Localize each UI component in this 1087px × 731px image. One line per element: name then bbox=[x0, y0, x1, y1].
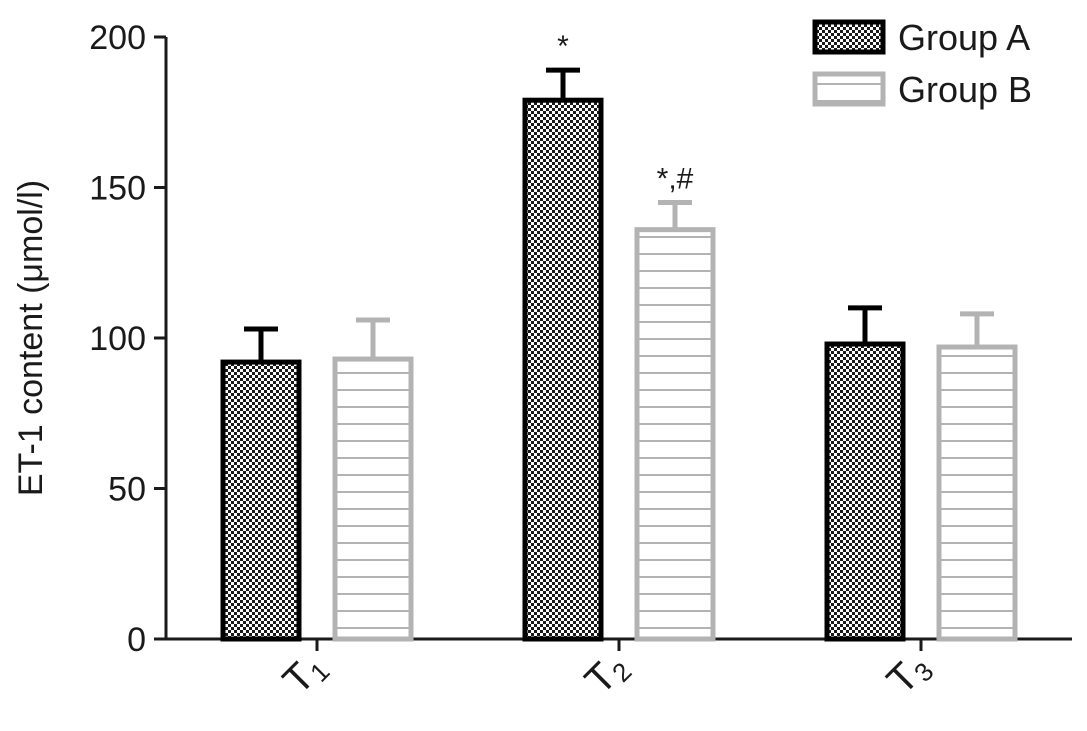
legend-swatch bbox=[812, 19, 886, 55]
bar bbox=[824, 341, 906, 642]
category-labels: T1 T2 T3 bbox=[275, 644, 940, 705]
bar bbox=[220, 359, 302, 642]
bar bbox=[522, 97, 604, 642]
axes: 0 50 100 150 200 bbox=[89, 19, 1072, 659]
significance-label: *,# bbox=[657, 163, 694, 196]
y-tick-label: 50 bbox=[108, 471, 146, 509]
legend-label: Group B bbox=[898, 69, 1032, 110]
bar bbox=[634, 227, 716, 642]
y-tick-label: 0 bbox=[127, 621, 146, 659]
legend-label: Group A bbox=[898, 17, 1030, 58]
y-tick-label: 200 bbox=[89, 19, 146, 57]
x-tick-label-text: T1 bbox=[275, 644, 336, 705]
y-axis-title: ET-1 content (μmol/l) bbox=[12, 180, 50, 496]
bar bbox=[332, 356, 414, 642]
significance-label: * bbox=[557, 30, 569, 63]
x-tick-label: T2 bbox=[577, 644, 638, 705]
y-tick-label: 150 bbox=[89, 170, 146, 208]
bars-group: * *,# bbox=[220, 30, 1018, 642]
x-tick-label: T1 bbox=[275, 644, 336, 705]
x-tick-label-text: T3 bbox=[879, 644, 940, 705]
legend: Group A Group B bbox=[812, 17, 1032, 110]
x-tick-label-text: T2 bbox=[577, 644, 638, 705]
x-tick-label: T3 bbox=[879, 644, 940, 705]
legend-swatch bbox=[812, 71, 886, 107]
y-tick-label: 100 bbox=[89, 320, 146, 358]
bar bbox=[936, 344, 1018, 642]
